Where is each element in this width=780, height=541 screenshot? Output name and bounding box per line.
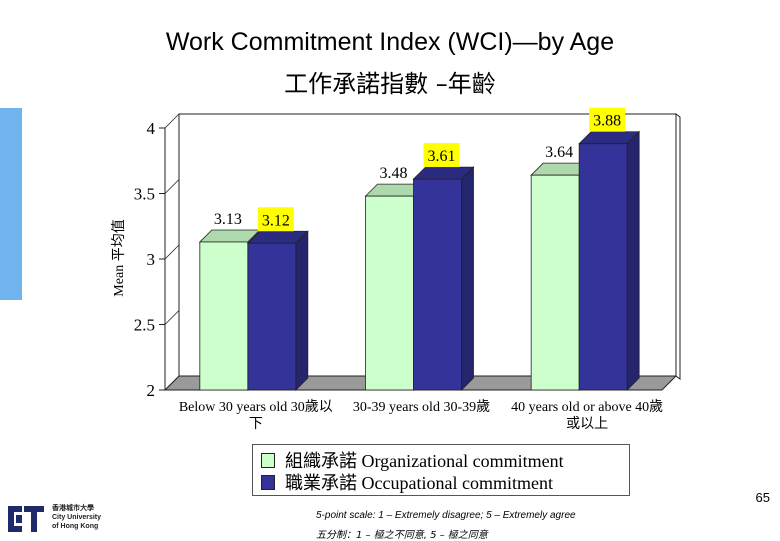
y-tick-label: 3.5 <box>134 185 155 204</box>
bar-side-face <box>626 130 640 391</box>
x-tick-label: 30-39 years old 30-39歲 <box>353 399 490 415</box>
y-tick-depth-line <box>164 113 180 129</box>
logo-text-chinese: 香港城市大學 <box>52 505 94 512</box>
side-accent-bar <box>0 108 22 300</box>
data-label: 3.12 <box>262 212 290 229</box>
data-label-highlight <box>257 207 294 232</box>
scale-note-chinese: 五分制：1 – 極之不同意, 5 – 極之同意 <box>316 530 488 541</box>
university-logo-text: 香港城市大學 City University of Hong Kong <box>52 504 101 531</box>
y-tick-depth-line <box>164 310 180 325</box>
bar-side-face <box>295 230 309 391</box>
bar-occupational <box>247 242 297 391</box>
legend-swatch-organizational <box>261 452 275 468</box>
scale-note-english: 5-point scale: 1 – Extremely disagree; 5… <box>316 510 576 521</box>
data-label: 3.88 <box>593 113 621 130</box>
chart-title-chinese: 工作承諾指數 –年齡 <box>284 70 496 98</box>
y-tick-label: 2 <box>147 381 156 400</box>
y-tick-label: 2.5 <box>134 316 155 335</box>
legend-label-organizational: 組織承諾 Organizational commitment <box>285 451 564 471</box>
legend-item-occupational: 職業承諾 Occupational commitment <box>261 472 553 493</box>
y-tick-label: 4 <box>147 119 156 138</box>
data-label-highlight <box>423 143 460 168</box>
bar-organizational <box>530 174 580 391</box>
x-tick-label: 下 <box>249 417 263 432</box>
x-tick-label: Below 30 years old 30歲以 <box>179 399 333 415</box>
data-label: 3.64 <box>545 144 573 161</box>
chart-title: Work Commitment Index (WCI)—by Age <box>165 28 615 56</box>
chart-right-edge <box>675 113 681 380</box>
university-logo-mark <box>8 506 44 532</box>
x-tick-label: 或以上 <box>566 416 608 432</box>
legend-swatch-occupational <box>261 474 275 490</box>
logo-text-line1: City University <box>52 514 102 521</box>
bar-occupational <box>413 178 462 391</box>
legend-item-organizational: 組織承諾 Organizational commitment <box>261 450 564 471</box>
page-number: 65 <box>755 490 770 505</box>
bar-side-face <box>461 166 474 391</box>
y-tick-depth-line <box>164 375 180 391</box>
legend-label-occupational: 職業承諾 Occupational commitment <box>285 473 553 493</box>
y-tick-depth-line <box>164 179 180 194</box>
y-tick-label: 3 <box>147 250 156 269</box>
bar-organizational <box>199 241 249 391</box>
data-label: 3.13 <box>214 211 242 228</box>
university-logo: 香港城市大學 City University of Hong Kong <box>6 502 116 538</box>
y-axis-label: Mean 平均值 <box>111 219 127 296</box>
logo-text-line2: of Hong Kong <box>52 523 99 530</box>
y-tick-depth-line <box>164 244 180 260</box>
chart-legend: 組織承諾 Organizational commitment 職業承諾 Occu… <box>252 444 630 496</box>
x-tick-label: 40 years old or above 40歲 <box>511 399 663 415</box>
data-label-highlight <box>589 107 626 132</box>
data-label: 3.48 <box>380 165 408 182</box>
bar-occupational <box>578 143 628 391</box>
data-label: 3.61 <box>428 148 456 165</box>
bar-organizational <box>365 195 414 391</box>
